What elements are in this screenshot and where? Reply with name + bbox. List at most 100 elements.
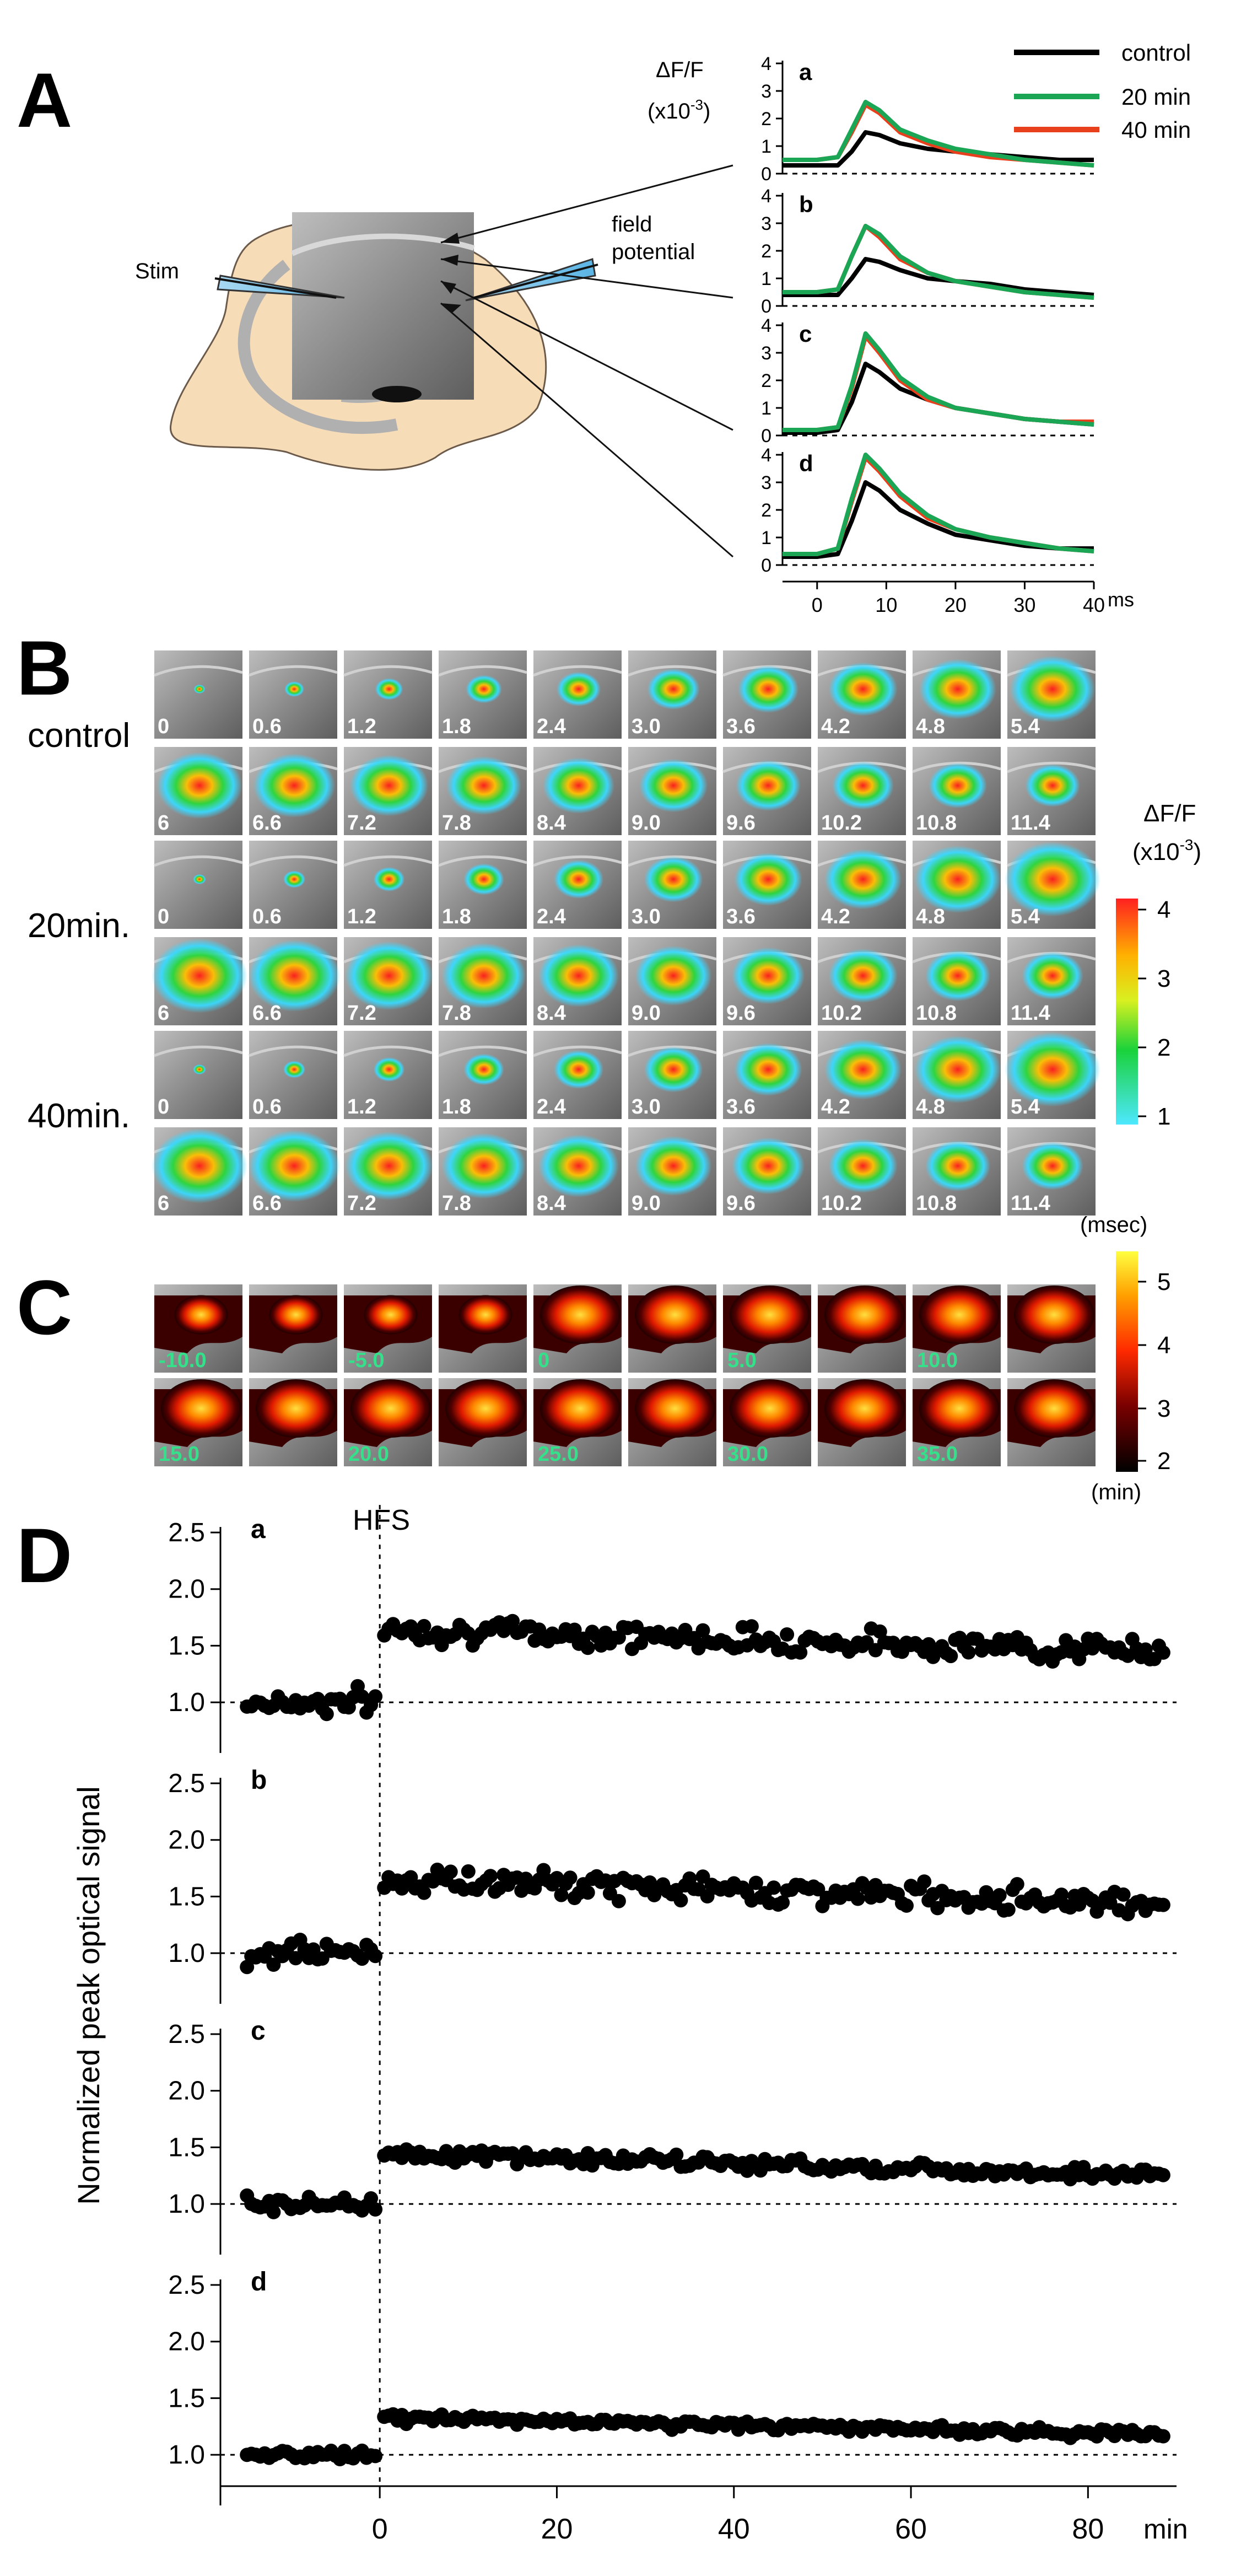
b-frame-time: 2.4 — [537, 905, 566, 928]
b-frame-time: 1.8 — [442, 905, 471, 928]
b-frame-time: 10.8 — [916, 1002, 957, 1025]
c-activation-blob — [824, 1286, 905, 1344]
d-point — [669, 2147, 684, 2162]
b-activation-blob — [828, 1139, 898, 1193]
d-y-tick-label: 1.0 — [168, 2440, 205, 2470]
b-activation-blob — [832, 761, 894, 810]
b-frame-structure — [438, 665, 527, 677]
b-activation-blob — [925, 1140, 991, 1192]
b-frame: 4.2 — [817, 841, 907, 929]
d-point — [899, 1898, 914, 1913]
a-y-tick-label: 2 — [761, 109, 771, 130]
d-point — [355, 1951, 369, 1966]
a-trace-40min — [783, 334, 1094, 432]
c-frame: 0 — [533, 1284, 622, 1373]
b-frame: 2.4 — [533, 650, 622, 739]
b-frame-time: 4.2 — [821, 715, 850, 738]
d-point — [1116, 1887, 1131, 1902]
d-point — [1010, 1877, 1024, 1891]
stim-electrode — [217, 275, 345, 299]
b-frame: 0 — [154, 1031, 243, 1119]
b-frame-time: 3.0 — [632, 905, 661, 928]
panel-letter-b: B — [17, 625, 72, 711]
b-frame: 0.6 — [249, 841, 338, 929]
d-point — [364, 2191, 379, 2206]
d-point — [461, 1864, 476, 1879]
a-y-tick-label: 2 — [761, 370, 771, 391]
d-point — [961, 1645, 976, 1660]
b-frame: 9.0 — [628, 747, 717, 835]
a-y-tick-label: 1 — [761, 528, 771, 548]
c-colorbar-tick-2: 2 — [1157, 1448, 1170, 1475]
d-y-tick-label: 2.0 — [168, 1575, 205, 1604]
c-unit: (min) — [1091, 1480, 1141, 1504]
b-frame-time: 1.2 — [347, 905, 376, 928]
b-activation-blob — [734, 852, 802, 906]
b-unit: (msec) — [1080, 1213, 1147, 1237]
d-point — [793, 1645, 808, 1660]
d-point — [744, 1619, 759, 1634]
a-subplot-c: 0 1 2 3 4 c — [761, 315, 1094, 447]
stim-label: Stim — [135, 259, 179, 283]
b-activation-blob — [193, 874, 206, 885]
c-colorbar — [1116, 1251, 1138, 1472]
b-activation-blob — [349, 755, 429, 816]
d-point — [811, 1882, 825, 1897]
b-activation-blob — [248, 939, 341, 1012]
b-frame: 10.8 — [912, 937, 1001, 1025]
b-frame: 10.8 — [912, 747, 1001, 835]
b-frame-structure — [1007, 761, 1096, 773]
b-frame-time: 6 — [158, 1192, 169, 1215]
d-point — [611, 1894, 626, 1908]
b-activation-blob — [824, 1039, 902, 1100]
b-frame: 7.8 — [438, 747, 527, 835]
d-point — [1156, 1645, 1170, 1660]
c-frame — [818, 1378, 906, 1466]
b-frame-time: 0 — [158, 1095, 169, 1118]
b-frame-bg — [154, 841, 242, 929]
b-frame: 0.6 — [249, 1031, 338, 1119]
b-activation-blob — [553, 1050, 604, 1089]
legend-label-control: control — [1121, 40, 1191, 66]
c-colorbar-tick-5: 5 — [1157, 1268, 1170, 1295]
b-activation-blob — [1005, 842, 1100, 917]
b-frame-time: 7.8 — [442, 1002, 471, 1025]
b-frame: 10.2 — [817, 937, 907, 1025]
c-frame: -5.0 — [344, 1284, 432, 1373]
b-activation-blob — [284, 681, 304, 697]
a-y-tick-label: 2 — [761, 500, 771, 521]
b-frame-time: 8.4 — [537, 1002, 566, 1025]
d-point — [505, 1614, 520, 1628]
b-activation-blob — [193, 684, 206, 694]
b-activation-blob — [731, 1137, 805, 1195]
b-frame: 11.4 — [1007, 937, 1096, 1025]
b-frame-time: 5.4 — [1011, 905, 1040, 928]
b-frame-time: 2.4 — [537, 1095, 566, 1118]
d-y-tick-label: 1.0 — [168, 1939, 205, 1968]
b-frame-time: 1.8 — [442, 1095, 471, 1118]
a-x-unit: ms — [1108, 588, 1134, 611]
c-activation-blob — [635, 1286, 715, 1344]
b-frame: 7.2 — [343, 747, 433, 835]
b-frame: 6.6 — [249, 747, 338, 835]
d-point — [319, 1707, 334, 1722]
d-subplot-b: 1.0 1.5 2.0 2.5 b — [168, 1766, 1177, 2004]
b-frame-time: 6.6 — [252, 811, 282, 835]
b-frame: 1.2 — [343, 1031, 433, 1119]
b-frame: 6 — [152, 937, 247, 1025]
d-point — [780, 1627, 795, 1642]
b-activation-blob — [919, 659, 996, 719]
a-trace-20min — [783, 224, 1094, 300]
d-point — [443, 1864, 458, 1879]
b-frame-time: 9.6 — [726, 811, 756, 835]
b-frame-time: 3.0 — [632, 715, 661, 738]
d-point — [992, 1888, 1007, 1902]
b-frame-structure — [438, 855, 527, 867]
b-frame-time: 6.6 — [252, 1002, 282, 1025]
b-colorbar — [1116, 899, 1138, 1125]
b-frame-time: 7.2 — [347, 811, 376, 835]
b-activation-blob — [466, 675, 502, 703]
b-frame-time: 7.8 — [442, 1192, 471, 1215]
a-y-tick-label: 0 — [761, 296, 771, 317]
camera-field-dark-spot — [372, 386, 422, 402]
